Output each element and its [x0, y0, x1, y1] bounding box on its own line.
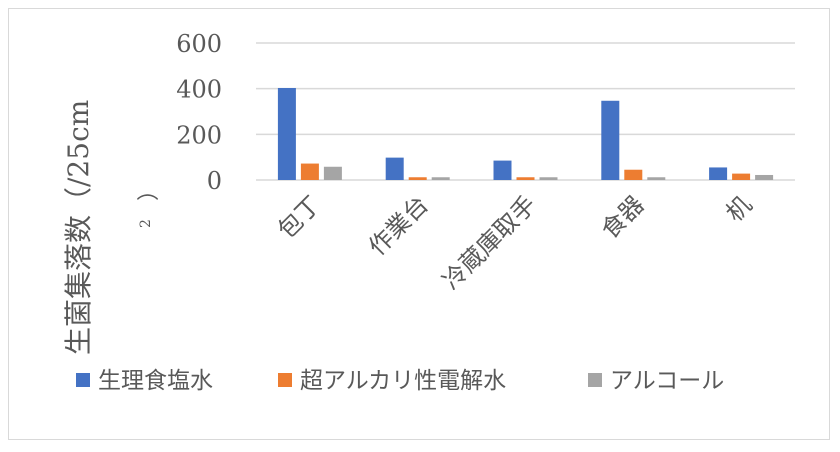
legend-swatch — [278, 373, 292, 387]
bar-2-5 — [732, 173, 751, 180]
category-label: 作業台 — [363, 190, 434, 261]
legend-swatch — [76, 373, 90, 387]
category-label: 冷蔵庫取手 — [437, 190, 542, 295]
legend-label: 生理食塩水 — [98, 368, 213, 394]
y-tick-label: 0 — [207, 167, 222, 195]
bar-1-3 — [493, 160, 512, 180]
bar-3-5 — [755, 174, 774, 180]
bar-2-3 — [516, 177, 535, 180]
y-axis-label: 生菌集落数（/25cm — [62, 100, 95, 355]
y-tick-label: 600 — [176, 30, 222, 58]
y-tick-label: 200 — [176, 121, 222, 149]
legend-label: 超アルカリ性電解水 — [300, 368, 506, 394]
bar-2-1 — [300, 163, 319, 180]
category-label: 食器 — [596, 190, 650, 244]
bar-3-3 — [539, 177, 558, 180]
bar-3-2 — [431, 177, 450, 180]
bar-1-5 — [709, 167, 728, 180]
bar-1-1 — [277, 87, 296, 180]
category-label: 包丁 — [272, 190, 326, 244]
bar-3-1 — [323, 166, 342, 180]
legend-label: アルコール — [610, 368, 724, 394]
bar-2-2 — [408, 177, 427, 180]
bar-2-4 — [624, 169, 643, 180]
y-axis-label-superscript: 2 — [138, 219, 154, 228]
bar-3-4 — [647, 177, 666, 180]
bar-1-2 — [385, 157, 404, 180]
chart-frame — [8, 8, 830, 440]
legend-swatch — [588, 373, 602, 387]
bar-1-4 — [601, 100, 620, 180]
category-label: 机 — [721, 190, 758, 227]
y-tick-label: 400 — [176, 76, 222, 104]
y-axis-label-close: ） — [137, 179, 162, 201]
